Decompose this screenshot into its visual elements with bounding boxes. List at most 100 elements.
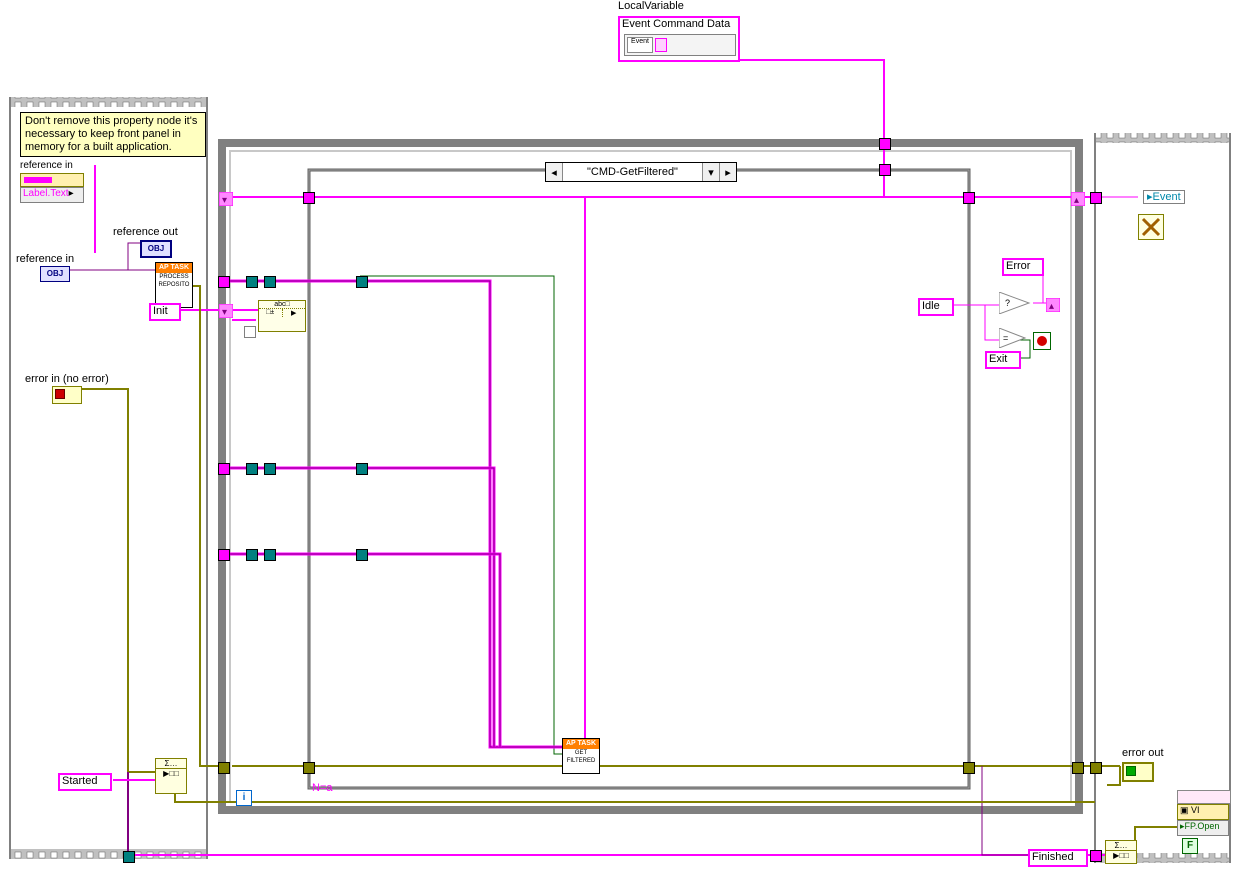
bundle-node: abc□ □±▶ xyxy=(258,300,306,332)
send-event-subvi-right: Σ…▶□□ xyxy=(1105,840,1137,864)
started-constant: Started xyxy=(58,773,112,791)
tunnel-teal-l1 xyxy=(246,276,258,288)
iteration-terminal: i xyxy=(236,790,252,806)
cluster-element-icon xyxy=(655,38,667,52)
case-prev-arrow[interactable]: ◂ xyxy=(546,163,563,181)
error-out-terminal xyxy=(1122,762,1154,782)
gf-body: GET FILTERED xyxy=(563,749,599,765)
obj-text-2: OBJ xyxy=(47,269,63,278)
loop-condition-terminal xyxy=(1033,332,1051,350)
flat-sequence-left xyxy=(9,97,208,859)
case-selector[interactable]: ◂ "CMD-GetFiltered" ▾ ▸ xyxy=(545,162,737,182)
started-text: Started xyxy=(62,775,97,787)
finished-constant: Finished xyxy=(1028,849,1088,867)
tunnel-olive-r xyxy=(1072,762,1084,774)
tunnel-olive-case-r xyxy=(963,762,975,774)
case-name[interactable]: "CMD-GetFiltered" xyxy=(563,163,703,181)
ref-in-tiny-label: reference in xyxy=(20,160,73,172)
svg-text:▴: ▴ xyxy=(1074,195,1079,206)
tunnel-teal-l8 xyxy=(264,549,276,561)
svg-text:▾: ▾ xyxy=(222,195,227,206)
init-text: Init xyxy=(153,305,168,317)
property-node: Label.Text▸ xyxy=(20,173,84,203)
case-text: "CMD-GetFiltered" xyxy=(587,166,678,178)
vi-ref-header-icon xyxy=(1177,790,1231,804)
tunnel-teal-l3 xyxy=(356,276,368,288)
ref-in-terminal: OBJ xyxy=(40,266,70,282)
event-glyph-text: Event xyxy=(631,38,649,45)
error-in-label: error in (no error) xyxy=(25,373,109,385)
tunnel-teal-l2 xyxy=(264,276,276,288)
tunnel-case-pink-l xyxy=(303,192,315,204)
tunnel-seqL-teal-bot xyxy=(123,851,135,863)
case-bottom-label: N=a xyxy=(312,782,333,794)
error-out-label: error out xyxy=(1122,747,1164,759)
false-constant: F xyxy=(1182,838,1198,854)
clear-error-subvi xyxy=(1138,214,1164,240)
empty-constant-icon xyxy=(244,326,256,338)
shift-reg-right-1: ▴ xyxy=(1071,192,1085,206)
tunnel-pink-l2 xyxy=(218,463,230,475)
tunnel-case-pink-r xyxy=(963,192,975,204)
shift-reg-left-1: ▾ xyxy=(219,192,233,206)
local-variable-node: Event xyxy=(624,34,736,56)
event-cmd-data-label: Event Command Data xyxy=(622,18,740,30)
reference-out-label: reference out xyxy=(113,226,178,238)
svg-text:?: ? xyxy=(1005,298,1010,308)
shift-reg-right-2: ▴ xyxy=(1046,298,1060,312)
get-filtered-subvi: AP TASK GET FILTERED xyxy=(562,738,600,774)
compare-node-icon: = xyxy=(999,328,1029,348)
event-glyph-icon: Event xyxy=(627,37,653,53)
process-repository-subvi: AP TASK PROCESS REPOSITO xyxy=(155,262,193,308)
exit-constant: Exit xyxy=(985,351,1021,369)
svg-text:=: = xyxy=(1003,333,1008,343)
tunnel-teal-l6 xyxy=(356,463,368,475)
shift-reg-left-2: ▾ xyxy=(219,304,233,318)
property-node-header xyxy=(20,173,84,187)
tunnel-pink-l1 xyxy=(218,276,230,288)
reference-in-label: reference in xyxy=(16,253,74,265)
error-text: Error xyxy=(1006,260,1030,272)
label-text-value: Label.Text xyxy=(23,188,69,199)
error-in-terminal xyxy=(52,386,82,404)
event-text: Event xyxy=(1153,191,1181,203)
tunnel-teal-l9 xyxy=(356,549,368,561)
comment-note: Don't remove this property node it's nec… xyxy=(20,112,206,157)
idle-text: Idle xyxy=(922,300,940,312)
tunnel-teal-l7 xyxy=(246,549,258,561)
case-structure xyxy=(309,170,969,788)
property-label-text: Label.Text▸ xyxy=(20,187,84,203)
init-constant: Init xyxy=(149,303,181,321)
tunnel-seqR-olive xyxy=(1090,762,1102,774)
ref-out-terminal: OBJ xyxy=(140,240,172,258)
f-text: F xyxy=(1187,840,1193,851)
exit-text: Exit xyxy=(989,353,1007,365)
obj-text-1: OBJ xyxy=(148,244,164,253)
vi-property-node: ▣ VI ▸FP.Open xyxy=(1177,804,1229,836)
case-dropdown-arrow[interactable]: ▾ xyxy=(703,163,720,181)
tunnel-seqR-pink-bot xyxy=(1090,850,1102,862)
send-event-subvi-left: Σ… ▶□□ xyxy=(155,758,187,794)
svg-text:▴: ▴ xyxy=(1049,301,1054,312)
select-node-icon: ? xyxy=(999,292,1035,314)
finished-text: Finished xyxy=(1032,851,1074,863)
tunnel-olive-case-l xyxy=(303,762,315,774)
tunnel-pink-l3 xyxy=(218,549,230,561)
tunnel-while-pink-top xyxy=(879,138,891,150)
event-indicator: ▸Event xyxy=(1143,190,1185,204)
tunnel-teal-l5 xyxy=(264,463,276,475)
vi-text: VI xyxy=(1191,805,1200,815)
tunnel-seqR-pink-top xyxy=(1090,192,1102,204)
tunnel-teal-l4 xyxy=(246,463,258,475)
local-variable-label: LocalVariable xyxy=(618,0,684,12)
tunnel-case-pink-top xyxy=(879,164,891,176)
gf-banner: AP TASK xyxy=(563,739,599,749)
subvi-banner: AP TASK xyxy=(156,263,192,273)
idle-constant: Idle xyxy=(918,298,954,316)
svg-text:▾: ▾ xyxy=(222,307,227,318)
tunnel-olive-l xyxy=(218,762,230,774)
error-label-constant: Error xyxy=(1002,258,1044,276)
local-variable-cluster: Event Command Data Event xyxy=(618,16,740,62)
subvi-body: PROCESS REPOSITO xyxy=(156,273,192,289)
case-next-arrow[interactable]: ▸ xyxy=(720,163,737,181)
